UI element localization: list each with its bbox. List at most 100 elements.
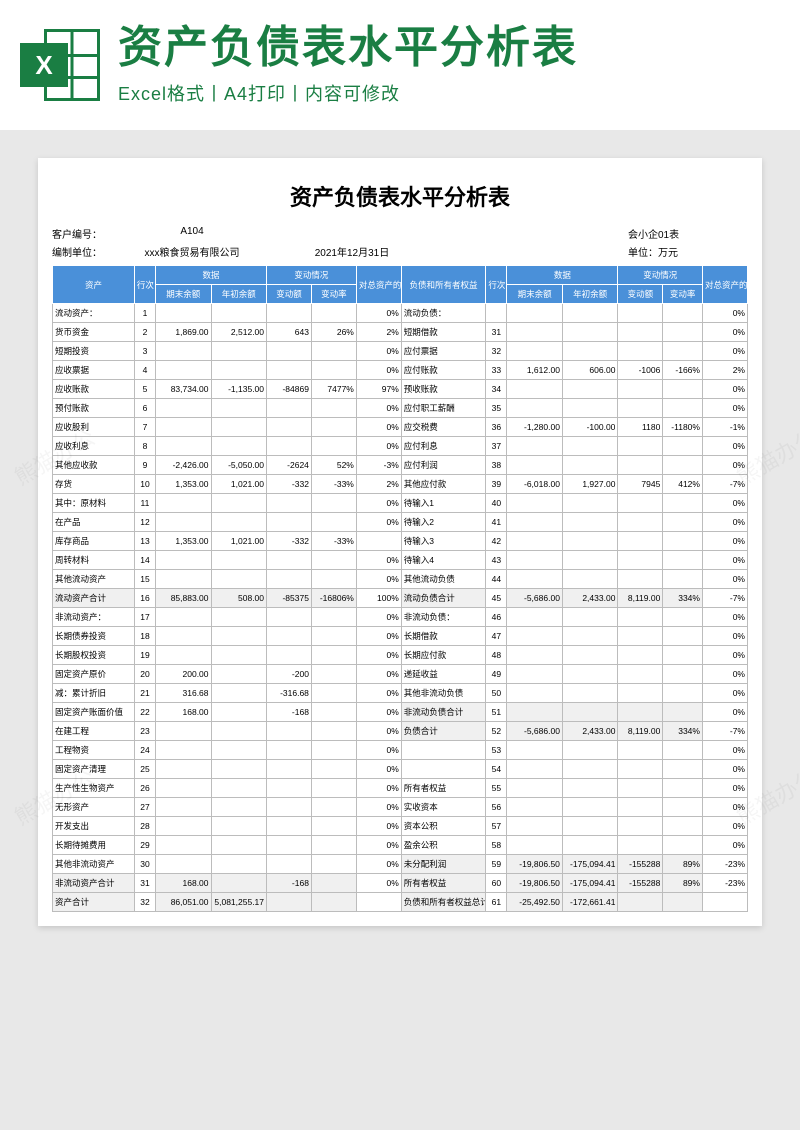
cell-seq-right: 31	[486, 323, 507, 342]
cell-begin-left	[211, 703, 267, 722]
cell-liab-label: 负债和所有者权益总计	[401, 893, 486, 912]
cell-impact-right: 0%	[702, 703, 747, 722]
cell-begin-left	[211, 722, 267, 741]
cell-end-right	[507, 456, 562, 475]
cell-end-right	[507, 836, 562, 855]
cell-asset-label: 固定资产清理	[53, 760, 135, 779]
table-row: 货币资金21,869.002,512.0064326%2%短期借款310%	[53, 323, 748, 342]
cell-begin-right	[562, 760, 618, 779]
cell-chg-rate-right: 334%	[663, 722, 703, 741]
cell-chg-rate-right	[663, 608, 703, 627]
cell-seq-right: 53	[486, 741, 507, 760]
table-row: 预付账款60%应付职工薪酬350%	[53, 399, 748, 418]
cell-chg-rate-right: 412%	[663, 475, 703, 494]
cell-chg-amt-right	[618, 779, 663, 798]
cell-end-left	[156, 779, 211, 798]
cell-chg-amt-right	[618, 323, 663, 342]
cell-seq-right: 42	[486, 532, 507, 551]
table-row: 其他流动资产150%其他流动负债440%	[53, 570, 748, 589]
cell-end-right	[507, 760, 562, 779]
cell-impact-right: 2%	[702, 361, 747, 380]
cell-end-left	[156, 608, 211, 627]
cell-end-left	[156, 361, 211, 380]
cell-chg-amt-left: -168	[267, 874, 312, 893]
cell-chg-amt-left	[267, 855, 312, 874]
cell-seq-left: 10	[134, 475, 155, 494]
cell-chg-rate-left	[311, 551, 356, 570]
cell-impact-left: 0%	[356, 798, 401, 817]
cell-end-left	[156, 817, 211, 836]
cell-impact-right: 0%	[702, 437, 747, 456]
cell-impact-left: 0%	[356, 494, 401, 513]
cell-liab-label: 非流动负债合计	[401, 703, 486, 722]
cell-impact-right: 0%	[702, 608, 747, 627]
cell-liab-label: 长期应付款	[401, 646, 486, 665]
cell-end-right	[507, 703, 562, 722]
cell-liab-label: 流动负债：	[401, 304, 486, 323]
cell-begin-left: -5,050.00	[211, 456, 267, 475]
cell-chg-amt-right	[618, 760, 663, 779]
cell-impact-right	[702, 893, 747, 912]
cell-liab-label: 盈余公积	[401, 836, 486, 855]
cell-end-left: 168.00	[156, 703, 211, 722]
banner-title: 资产负债表水平分析表	[118, 24, 780, 72]
cell-impact-right: 0%	[702, 760, 747, 779]
cell-end-right	[507, 798, 562, 817]
cell-asset-label: 流动资产合计	[53, 589, 135, 608]
cell-begin-left	[211, 361, 267, 380]
th-chg-amt-l: 变动额	[267, 285, 312, 304]
cell-chg-rate-right: 89%	[663, 855, 703, 874]
cell-chg-rate-left	[311, 684, 356, 703]
cell-begin-left	[211, 342, 267, 361]
cell-chg-rate-left: 7477%	[311, 380, 356, 399]
cell-seq-right: 46	[486, 608, 507, 627]
cell-seq-right: 58	[486, 836, 507, 855]
cell-end-right	[507, 532, 562, 551]
cell-end-left: 200.00	[156, 665, 211, 684]
cell-end-right: 1,612.00	[507, 361, 562, 380]
cell-seq-left: 32	[134, 893, 155, 912]
cell-begin-left	[211, 760, 267, 779]
cell-chg-rate-left	[311, 665, 356, 684]
cell-chg-amt-left	[267, 570, 312, 589]
cell-end-left: -2,426.00	[156, 456, 211, 475]
table-row: 流动资产：10%流动负债：0%	[53, 304, 748, 323]
table-row: 在建工程230%负债合计52-5,686.002,433.008,119.003…	[53, 722, 748, 741]
cell-end-left	[156, 741, 211, 760]
cell-impact-left: 0%	[356, 684, 401, 703]
cell-chg-rate-left	[311, 874, 356, 893]
cell-chg-amt-left: -168	[267, 703, 312, 722]
cell-impact-left: 2%	[356, 475, 401, 494]
cell-chg-amt-left	[267, 798, 312, 817]
cell-chg-rate-right	[663, 570, 703, 589]
cell-chg-rate-left	[311, 703, 356, 722]
cell-chg-amt-right	[618, 646, 663, 665]
cell-begin-left: 5,081,255.17	[211, 893, 267, 912]
cell-liab-label: 应付利润	[401, 456, 486, 475]
cell-chg-amt-left: -200	[267, 665, 312, 684]
cell-seq-left: 21	[134, 684, 155, 703]
table-row: 固定资产账面价值22168.00-1680%非流动负债合计510%	[53, 703, 748, 722]
cell-begin-left: 508.00	[211, 589, 267, 608]
cell-end-right	[507, 684, 562, 703]
meta-customer-no-label: 客户编号：	[52, 226, 112, 241]
cell-chg-rate-left: -16806%	[311, 589, 356, 608]
cell-impact-right: -23%	[702, 874, 747, 893]
cell-seq-left: 25	[134, 760, 155, 779]
cell-chg-amt-left	[267, 836, 312, 855]
cell-seq-left: 18	[134, 627, 155, 646]
cell-liab-label: 待输入1	[401, 494, 486, 513]
cell-end-right	[507, 323, 562, 342]
cell-seq-left: 30	[134, 855, 155, 874]
cell-asset-label: 存货	[53, 475, 135, 494]
cell-asset-label: 货币资金	[53, 323, 135, 342]
cell-chg-amt-left	[267, 494, 312, 513]
cell-chg-rate-right	[663, 399, 703, 418]
cell-begin-right: -100.00	[562, 418, 618, 437]
cell-impact-right: 0%	[702, 817, 747, 836]
cell-seq-left: 15	[134, 570, 155, 589]
meta-unit-name: xxx粮食贸易有限公司	[112, 244, 272, 259]
cell-chg-rate-right	[663, 741, 703, 760]
cell-chg-amt-right	[618, 665, 663, 684]
cell-seq-right: 41	[486, 513, 507, 532]
